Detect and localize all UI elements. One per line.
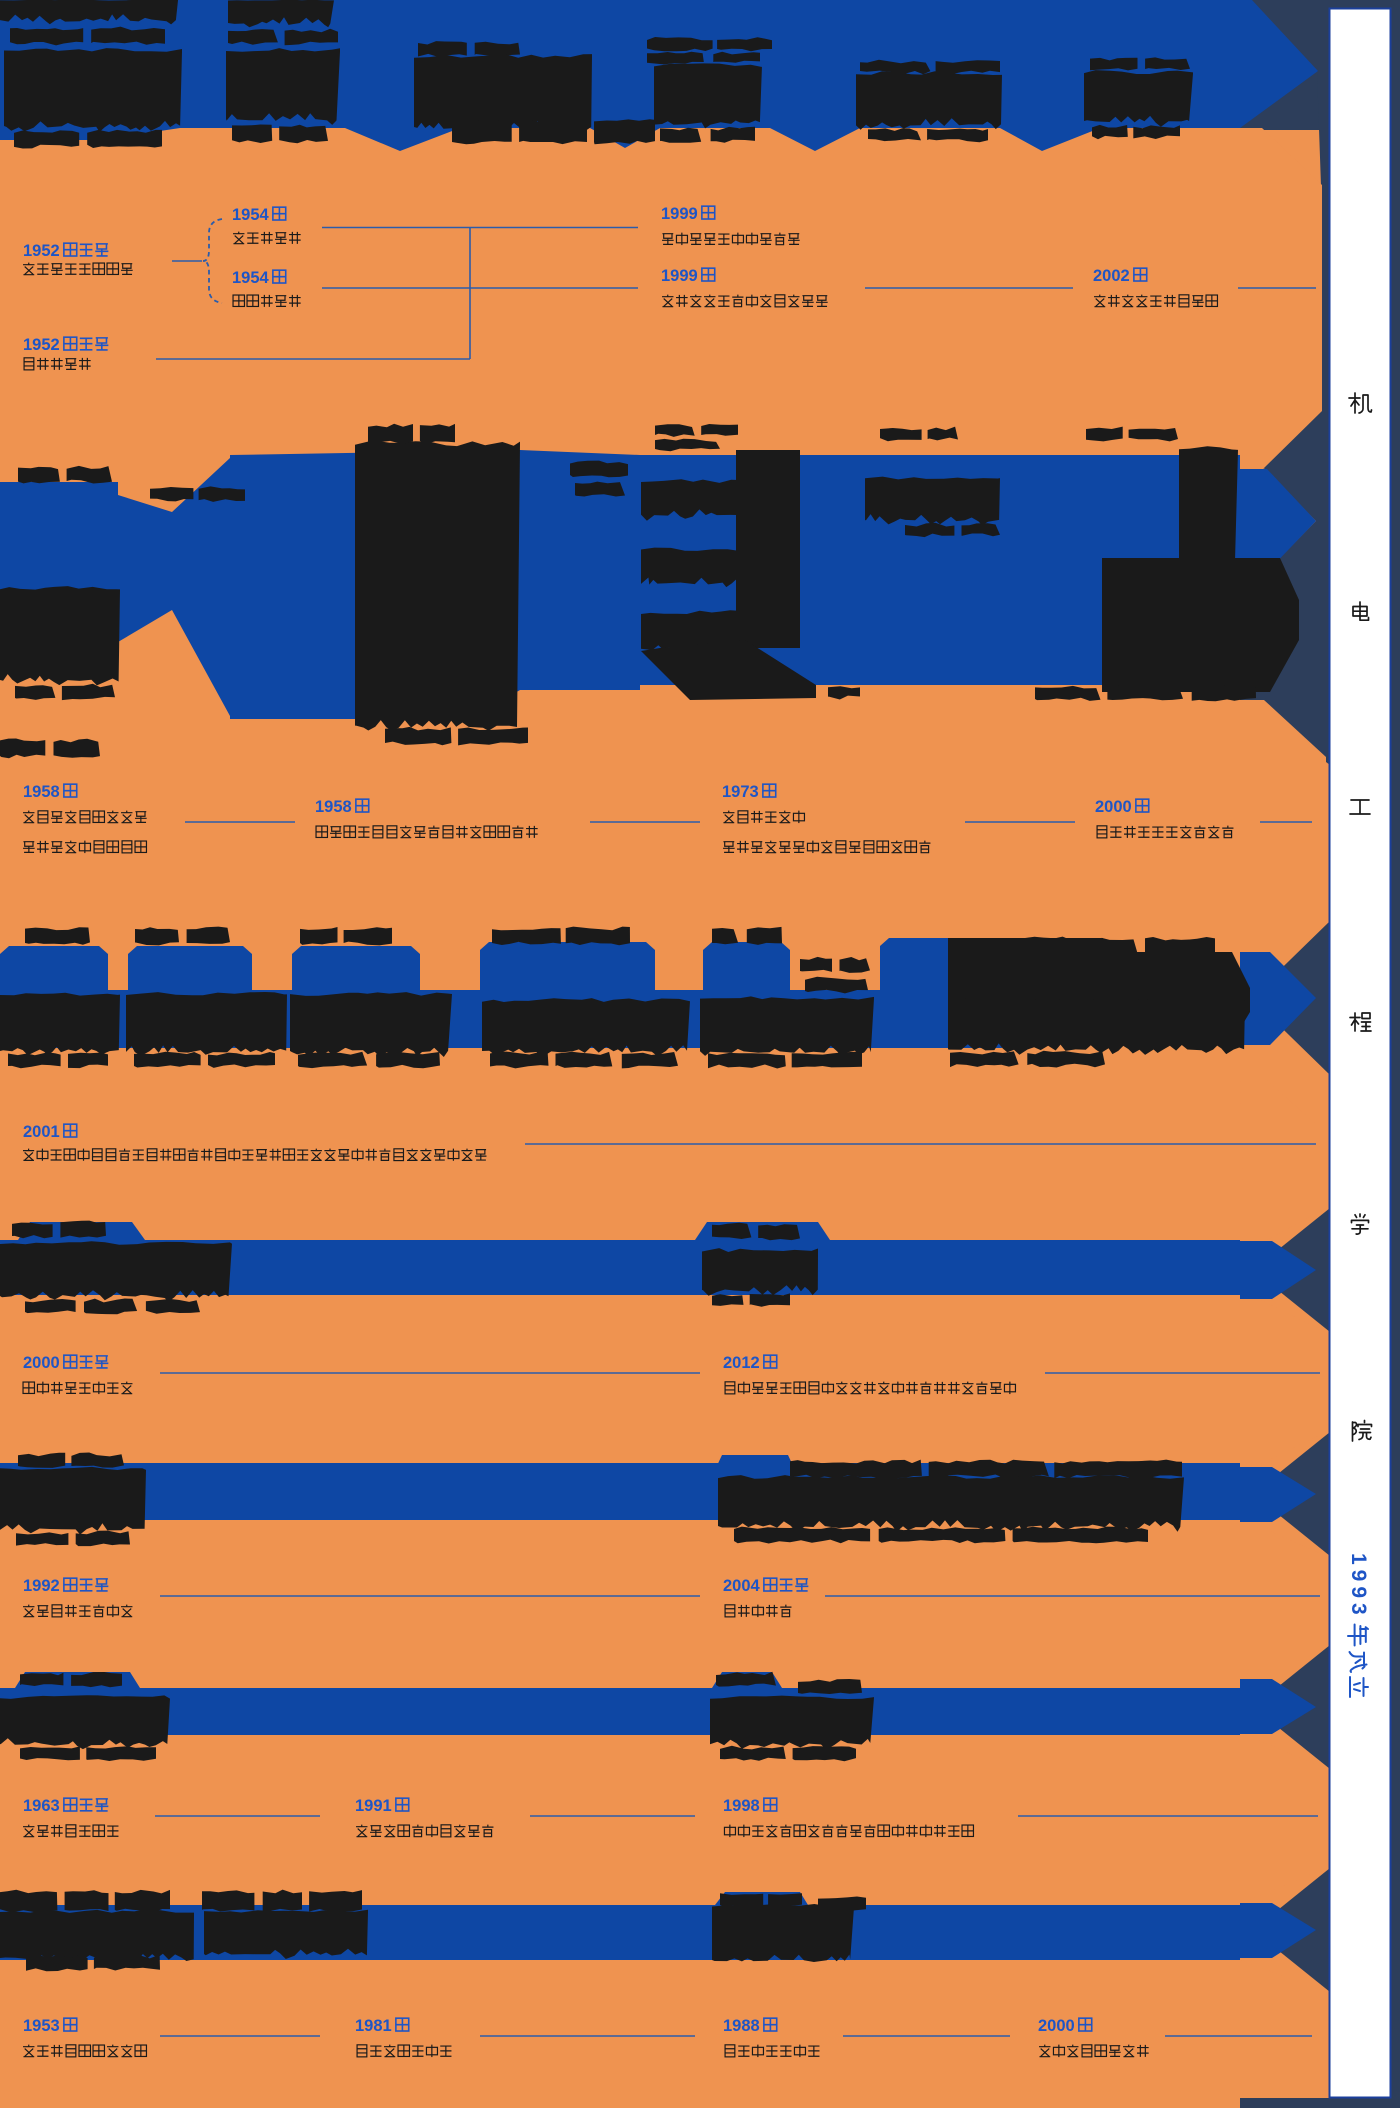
svg-text:1999: 1999 [661,267,698,285]
svg-text:1954: 1954 [232,269,270,287]
svg-text:2000: 2000 [1038,2017,1075,2035]
svg-text:2002: 2002 [1093,267,1130,285]
svg-text:1981: 1981 [355,2017,392,2035]
svg-text:2001: 2001 [23,1123,60,1141]
svg-text:1973: 1973 [722,783,759,801]
svg-text:1963: 1963 [23,1797,60,1815]
svg-text:1991: 1991 [355,1797,392,1815]
svg-text:1953: 1953 [23,2017,60,2035]
svg-text:1993: 1993 [1347,1553,1370,1620]
svg-text:1992: 1992 [23,1577,60,1595]
svg-text:2000: 2000 [23,1354,60,1372]
svg-text:1952: 1952 [23,336,60,354]
svg-text:1954: 1954 [232,206,270,224]
svg-text:1958: 1958 [315,798,352,816]
svg-text:1958: 1958 [23,783,60,801]
svg-text:2012: 2012 [723,1354,760,1372]
svg-text:1999: 1999 [661,205,698,223]
svg-text:2000: 2000 [1095,798,1132,816]
svg-text:2004: 2004 [723,1577,761,1595]
svg-text:1988: 1988 [723,2017,760,2035]
svg-text:1952: 1952 [23,242,60,260]
svg-text:1998: 1998 [723,1797,760,1815]
